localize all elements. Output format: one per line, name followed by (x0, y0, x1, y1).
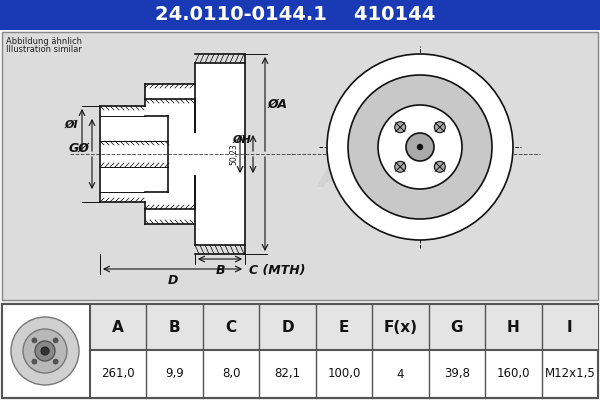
Circle shape (23, 329, 67, 373)
Text: Abbildung ähnlich: Abbildung ähnlich (6, 37, 82, 46)
Text: M12x1,5: M12x1,5 (544, 368, 595, 380)
Text: F(x): F(x) (383, 320, 418, 334)
Circle shape (41, 347, 49, 355)
Bar (2, 32, 598, 300)
Circle shape (32, 338, 37, 343)
Text: A: A (112, 320, 124, 334)
Circle shape (434, 161, 445, 172)
Bar (145, 99, 195, 209)
Circle shape (327, 54, 513, 240)
Text: ®: ® (363, 187, 377, 201)
Bar (0, 0, 600, 30)
Text: C (MTH): C (MTH) (249, 264, 305, 277)
Bar (195, 63, 245, 245)
Text: 39,8: 39,8 (444, 368, 470, 380)
Text: Illustration similar: Illustration similar (6, 45, 82, 54)
Bar (145, 84, 195, 99)
Circle shape (11, 317, 79, 385)
Circle shape (53, 338, 58, 343)
Text: ØH: ØH (232, 135, 251, 145)
Text: GØ: GØ (68, 142, 89, 154)
Circle shape (35, 341, 55, 361)
Text: ØE: ØE (439, 132, 456, 142)
Text: 50,23: 50,23 (229, 143, 238, 165)
Text: B: B (215, 264, 225, 277)
Text: 9,9: 9,9 (165, 368, 184, 380)
Bar (145, 116, 168, 192)
Circle shape (378, 105, 462, 189)
Text: G: G (451, 320, 463, 334)
Text: ATE: ATE (318, 160, 392, 194)
Text: 4: 4 (397, 368, 404, 380)
Text: I: I (567, 320, 572, 334)
Text: C: C (226, 320, 236, 334)
Circle shape (406, 133, 434, 161)
Circle shape (32, 359, 37, 364)
Text: 82,1: 82,1 (274, 368, 301, 380)
Text: F☉: F☉ (428, 106, 446, 116)
Text: E: E (339, 320, 349, 334)
Text: D: D (167, 274, 178, 287)
Text: D: D (281, 320, 294, 334)
Bar (90, 304, 598, 350)
Circle shape (348, 75, 492, 219)
Text: 24.0110-0144.1    410144: 24.0110-0144.1 410144 (155, 6, 435, 24)
Text: 100,0: 100,0 (328, 368, 361, 380)
Bar (100, 106, 145, 202)
Circle shape (395, 122, 406, 133)
Text: ØA: ØA (268, 98, 288, 110)
Circle shape (418, 144, 422, 150)
Text: ØI: ØI (64, 120, 78, 130)
Circle shape (53, 359, 58, 364)
Circle shape (434, 122, 445, 133)
Text: 160,0: 160,0 (497, 368, 530, 380)
Text: H: H (507, 320, 520, 334)
Text: 8,0: 8,0 (222, 368, 241, 380)
Bar (145, 209, 195, 224)
Text: B: B (169, 320, 181, 334)
Circle shape (395, 161, 406, 172)
Text: 261,0: 261,0 (101, 368, 135, 380)
